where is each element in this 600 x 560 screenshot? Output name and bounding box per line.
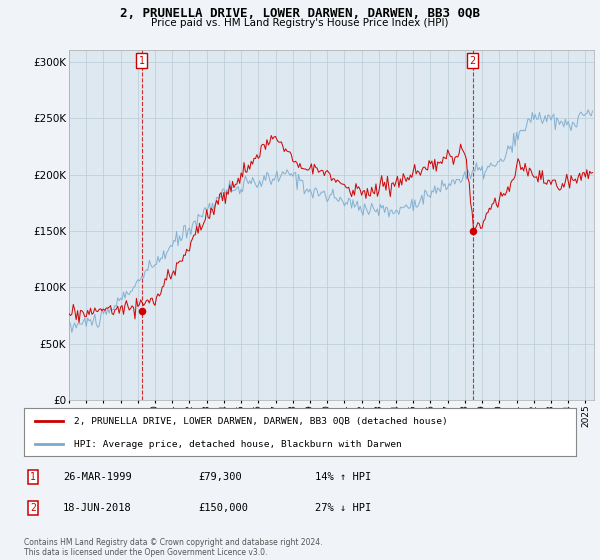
Text: 2: 2 [30, 503, 36, 513]
Text: HPI: Average price, detached house, Blackburn with Darwen: HPI: Average price, detached house, Blac… [74, 440, 401, 449]
Text: 27% ↓ HPI: 27% ↓ HPI [315, 503, 371, 513]
Text: £79,300: £79,300 [198, 472, 242, 482]
Text: 14% ↑ HPI: 14% ↑ HPI [315, 472, 371, 482]
Text: £150,000: £150,000 [198, 503, 248, 513]
Text: 2, PRUNELLA DRIVE, LOWER DARWEN, DARWEN, BB3 0QB: 2, PRUNELLA DRIVE, LOWER DARWEN, DARWEN,… [120, 7, 480, 20]
Text: 1: 1 [139, 55, 145, 66]
Text: Contains HM Land Registry data © Crown copyright and database right 2024.
This d: Contains HM Land Registry data © Crown c… [24, 538, 323, 557]
Text: 1: 1 [30, 472, 36, 482]
Text: Price paid vs. HM Land Registry's House Price Index (HPI): Price paid vs. HM Land Registry's House … [151, 18, 449, 29]
Text: 26-MAR-1999: 26-MAR-1999 [63, 472, 132, 482]
Point [468, 227, 478, 236]
Text: 2, PRUNELLA DRIVE, LOWER DARWEN, DARWEN, BB3 0QB (detached house): 2, PRUNELLA DRIVE, LOWER DARWEN, DARWEN,… [74, 417, 448, 426]
Text: 2: 2 [470, 55, 476, 66]
Text: 18-JUN-2018: 18-JUN-2018 [63, 503, 132, 513]
Point [137, 306, 146, 315]
